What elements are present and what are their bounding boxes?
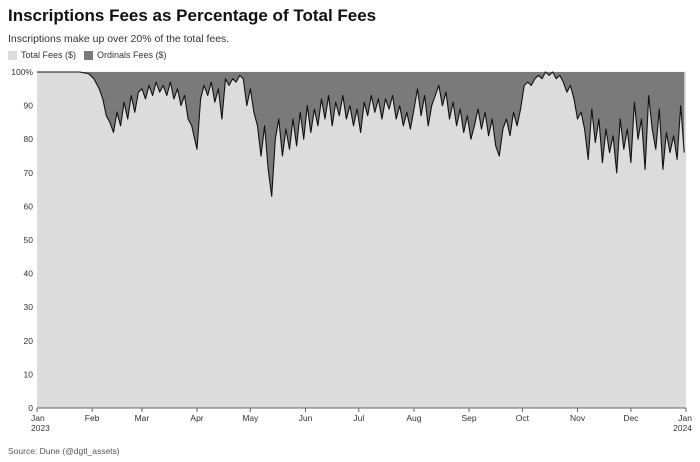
legend-item-ordinals-fees[interactable]: Ordinals Fees ($): [84, 50, 167, 60]
x-tick-year-label-12: 2024: [673, 423, 692, 433]
y-tick-label-80: 80: [24, 134, 34, 144]
y-tick-label-60: 60: [24, 201, 34, 211]
x-tick-label-7: Aug: [406, 413, 421, 423]
y-tick-label-70: 70: [24, 168, 34, 178]
ordinals-fees-area: [37, 72, 685, 197]
x-tick-label-6: Jul: [353, 413, 364, 423]
x-tick-label-12: Jan: [678, 413, 692, 423]
y-tick-label-0: 0: [28, 403, 33, 413]
y-tick-label-40: 40: [24, 269, 34, 279]
x-tick-label-1: Feb: [85, 413, 100, 423]
x-tick-label-5: Jun: [299, 413, 313, 423]
chart-subtitle: Inscriptions make up over 20% of the tot…: [8, 33, 230, 45]
chart-title: Inscriptions Fees as Percentage of Total…: [8, 6, 377, 25]
legend-label-ordinals-fees: Ordinals Fees ($): [97, 50, 167, 60]
legend: Total Fees ($) Ordinals Fees ($): [8, 50, 175, 60]
x-tick-label-11: Dec: [623, 413, 639, 423]
x-tick-label-3: Apr: [190, 413, 203, 423]
y-tick-label-100: 100%: [11, 67, 33, 77]
legend-label-total-fees: Total Fees ($): [21, 50, 77, 60]
x-tick-label-0: Jan: [31, 413, 45, 423]
y-tick-label-20: 20: [24, 336, 34, 346]
y-tick-label-10: 10: [24, 369, 34, 379]
x-tick-label-10: Nov: [570, 413, 586, 423]
x-tick-year-label-0: 2023: [31, 423, 50, 433]
legend-swatch-ordinals-fees: [84, 50, 94, 60]
legend-swatch-total-fees: [8, 50, 17, 60]
legend-item-total-fees[interactable]: Total Fees ($): [8, 50, 76, 60]
x-tick-label-4: May: [242, 413, 259, 423]
y-tick-label-50: 50: [24, 235, 34, 245]
ordinals-share-line: [37, 71, 685, 197]
y-tick-label-30: 30: [24, 302, 34, 312]
x-tick-label-2: Mar: [135, 413, 150, 423]
y-tick-label-90: 90: [24, 101, 34, 111]
x-tick-label-8: Sep: [462, 413, 477, 423]
x-tick-label-9: Oct: [516, 413, 530, 423]
y-axis: 0 10 20 30 40 50 60 70 80 90 100%: [11, 67, 33, 413]
source-note: Source: Dune (@dgtl_assets): [8, 446, 120, 456]
